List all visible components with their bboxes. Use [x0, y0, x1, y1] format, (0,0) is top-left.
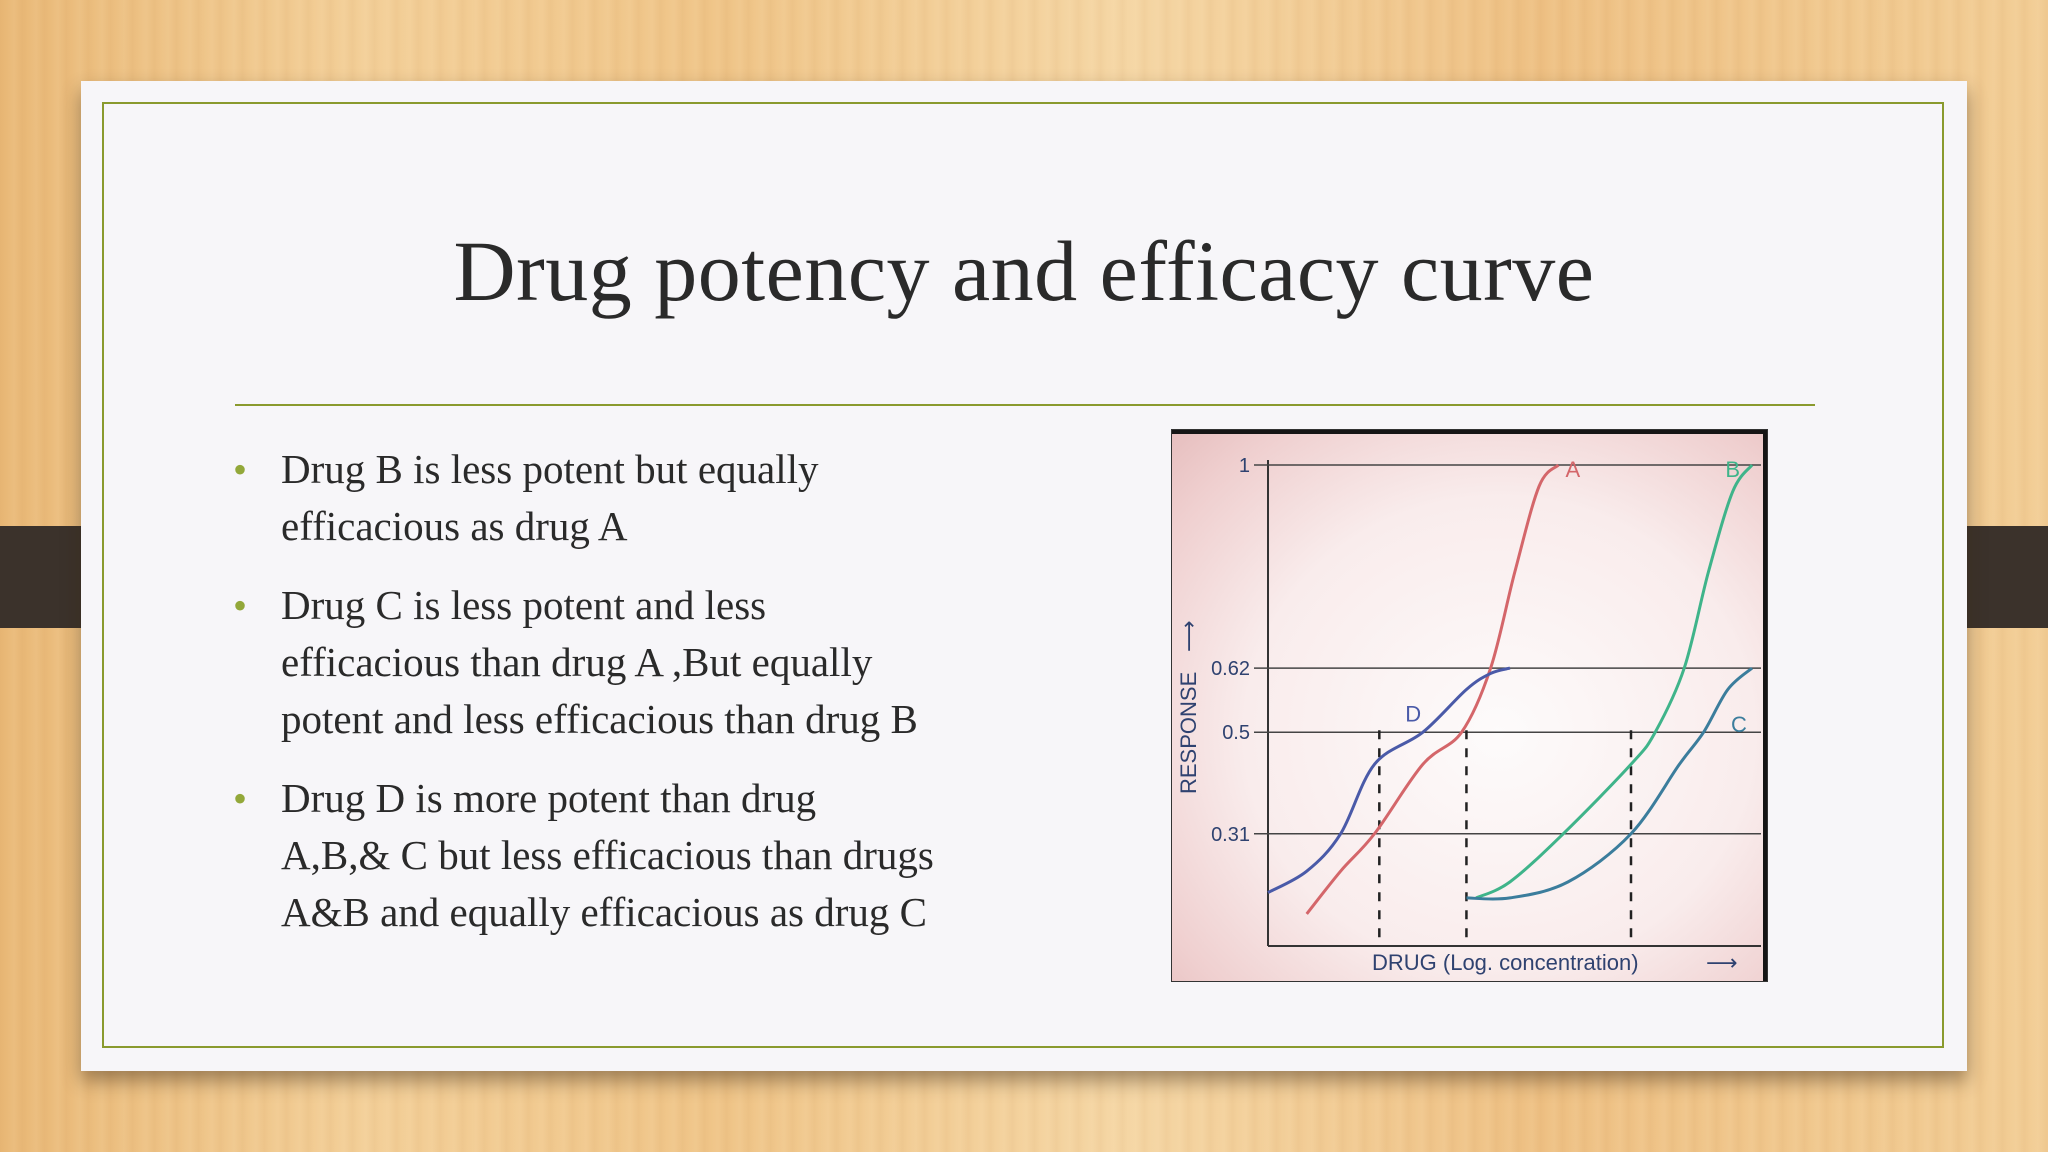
- x-axis-arrow: ⟶: [1706, 950, 1738, 975]
- bullet-icon: •: [233, 583, 248, 628]
- y-tick-label: 1: [1239, 455, 1250, 477]
- series-label-b: B: [1725, 457, 1740, 482]
- series-line-a: [1305, 463, 1560, 915]
- slide-title: Drug potency and efficacy curve: [453, 223, 1595, 319]
- y-tick-label: 0.62: [1211, 658, 1250, 680]
- bullet-line: A&B and equally efficacious as drug C: [281, 889, 927, 935]
- dose-response-chart: 1 0.62 0.5 0.31 A B C D DRUG (Log. concentrati…: [1171, 429, 1768, 982]
- bullet-item: • Drug C is less potent and less efficac…: [233, 577, 973, 748]
- bullet-icon: •: [233, 776, 248, 821]
- series-label-c: C: [1731, 712, 1747, 737]
- bullet-line: Drug B is less potent but equally: [281, 446, 819, 492]
- bullet-line: efficacious as drug A: [281, 503, 628, 549]
- bullet-line: A,B,& C but less efficacious than drugs: [281, 832, 934, 878]
- series-label-d: D: [1405, 702, 1421, 727]
- bullet-line: Drug C is less potent and less: [281, 582, 767, 628]
- y-axis-label: RESPONSE: [1176, 672, 1201, 794]
- bullet-item: • Drug B is less potent but equally effi…: [233, 441, 973, 555]
- series-line-c: [1466, 666, 1753, 901]
- y-tick-label: 0.5: [1222, 722, 1250, 744]
- bullet-line: Drug D is more potent than drug: [281, 775, 817, 821]
- bullet-item: • Drug D is more potent than drug A,B,& …: [233, 770, 973, 941]
- bullet-list: • Drug B is less potent but equally effi…: [233, 441, 973, 963]
- y-tick-label: 0.31: [1211, 824, 1250, 846]
- bullet-icon: •: [233, 447, 248, 492]
- slide: Drug potency and efficacy curve • Drug B…: [81, 81, 1967, 1071]
- y-axis-arrow: ⟶: [1176, 620, 1201, 652]
- chart-svg: 1 0.62 0.5 0.31 A B C D DRUG (Log. concentrati…: [1176, 455, 1761, 975]
- series-line-d: [1267, 666, 1511, 894]
- bullet-line: potent and less efficacious than drug B: [281, 696, 918, 742]
- bullet-line: efficacious than drug A ,But equally: [281, 639, 873, 685]
- series-label-a: A: [1566, 457, 1581, 482]
- slide-frame: [102, 102, 1944, 1048]
- series-line-b: [1475, 464, 1754, 900]
- x-axis-label: DRUG (Log. concentration): [1372, 950, 1639, 975]
- title-rule: [235, 404, 1815, 406]
